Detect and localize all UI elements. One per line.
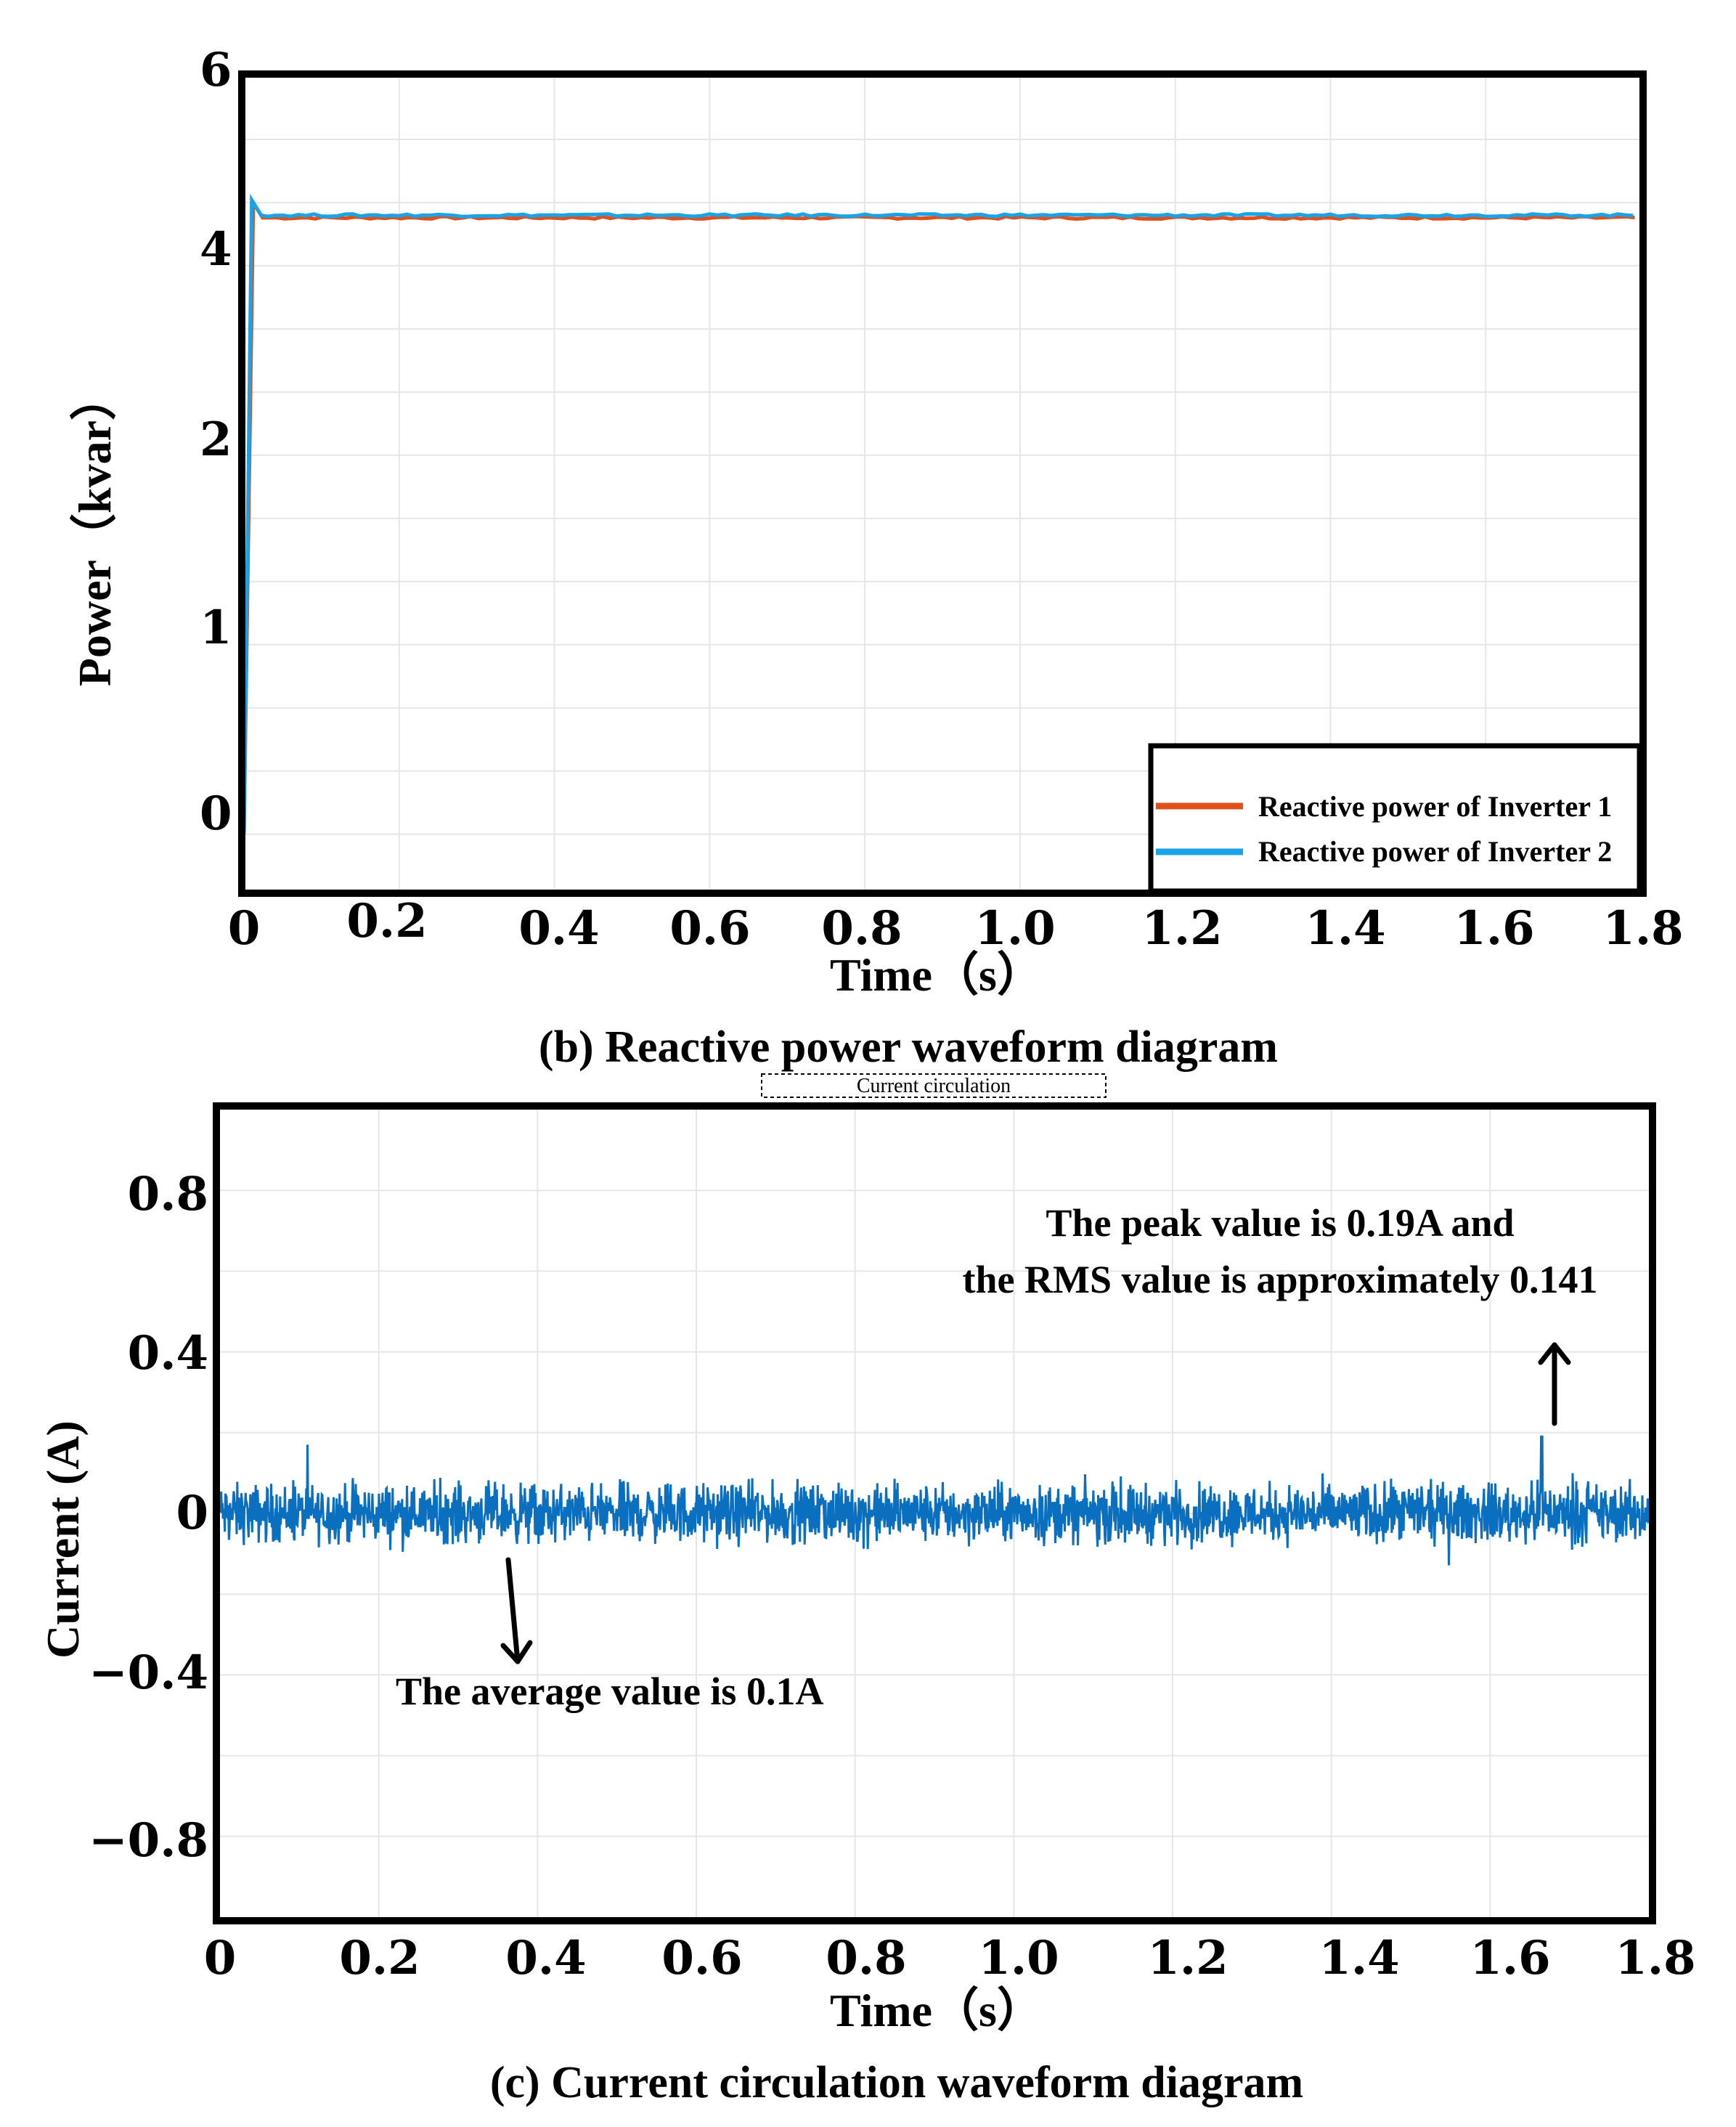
series-line-inverter-2 <box>242 193 1634 834</box>
chart-c-title: Current circulation <box>857 1075 1011 1097</box>
chart-b-series <box>242 193 1635 834</box>
y-tick-label: 6 <box>200 43 232 97</box>
annotation-down-arrow <box>500 1557 533 1664</box>
x-tick-label: 0.6 <box>661 1931 742 1985</box>
y-tick-label: 1 <box>200 601 232 655</box>
chart-b-frame <box>238 70 1647 897</box>
y-tick-label: 0 <box>200 786 232 841</box>
chart-reactive-power: Reactive power of Inverter 1 Reactive po… <box>69 43 1684 1072</box>
y-tick-label: 0 <box>176 1486 208 1540</box>
chart-current-circulation: Current circulation 0.8 0.4 0 −0.4 −0.8 … <box>37 1073 1696 2107</box>
annotation-peak-line-2: the RMS value is approximately 0.141 <box>963 1258 1598 1301</box>
chart-b-grid <box>244 76 1641 891</box>
y-tick-label: −0.8 <box>89 1813 208 1868</box>
annotation-up-arrow <box>1538 1342 1571 1426</box>
x-tick-label: 0 <box>204 1931 237 1985</box>
chart-b-legend: Reactive power of Inverter 1 Reactive po… <box>1148 743 1642 894</box>
legend-label-inverter-1: Reactive power of Inverter 1 <box>1258 790 1612 823</box>
series-line-inverter-1 <box>242 196 1635 834</box>
y-tick-label: 4 <box>200 222 232 277</box>
annotation-peak-line-1: The peak value is 0.19A and <box>1046 1201 1514 1245</box>
x-tick-label: 0.8 <box>821 901 902 956</box>
x-tick-label: 0.6 <box>669 901 750 956</box>
x-tick-label: 1.4 <box>1305 901 1385 956</box>
x-tick-label: 1.2 <box>1141 901 1222 956</box>
x-axis-label: Time（s） <box>830 1985 1043 2036</box>
x-tick-label: 1.6 <box>1470 1931 1550 1985</box>
chart-c-caption: (c) Current circulation waveform diagram <box>490 2058 1303 2107</box>
x-tick-label: 1.0 <box>974 901 1055 956</box>
x-tick-label: 0.4 <box>518 901 599 956</box>
legend-label-inverter-2: Reactive power of Inverter 2 <box>1258 835 1612 868</box>
y-axis-label: Current (A) <box>37 1420 89 1659</box>
y-tick-label: −0.4 <box>89 1646 208 1700</box>
x-tick-label: 0 <box>228 901 261 956</box>
x-axis-label: Time（s） <box>830 949 1043 1001</box>
y-axis-label: Power（kvar） <box>69 374 121 686</box>
chart-c-series <box>219 1435 1650 1566</box>
y-tick-label: 0.8 <box>128 1167 208 1221</box>
x-tick-label: 1.2 <box>1147 1931 1228 1985</box>
x-tick-label: 1.8 <box>1615 1931 1695 1985</box>
x-tick-label: 0.8 <box>826 1931 906 1985</box>
x-tick-label: 1.4 <box>1319 1931 1399 1985</box>
series-line-current-circulation <box>219 1435 1650 1566</box>
annotation-average: The average value is 0.1A <box>396 1670 823 1713</box>
y-tick-label: 2 <box>200 412 232 467</box>
x-tick-label: 0.2 <box>339 1931 420 1985</box>
y-tick-label: 0.4 <box>128 1326 208 1380</box>
x-tick-label: 1.0 <box>978 1931 1059 1985</box>
x-tick-label: 1.6 <box>1454 901 1534 956</box>
legend-box <box>1148 743 1642 894</box>
x-tick-label: 0.4 <box>505 1931 586 1985</box>
x-tick-label: 0.2 <box>346 894 427 948</box>
chart-c-frame <box>213 1102 1656 1924</box>
chart-b-caption: (b) Reactive power waveform diagram <box>539 1022 1278 1072</box>
chart-c-title-box <box>761 1073 1107 1098</box>
x-tick-label: 1.8 <box>1602 901 1683 956</box>
